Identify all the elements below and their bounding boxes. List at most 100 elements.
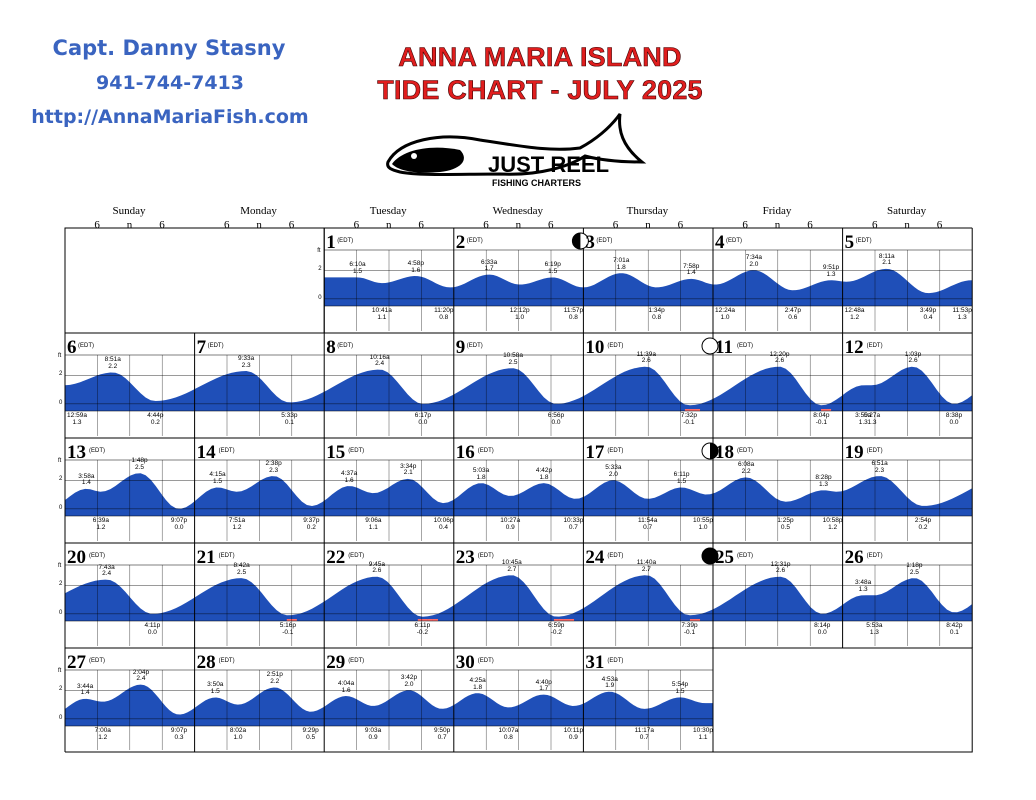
low-tide-label: 2:47p 0.6 [773,307,813,321]
website-link[interactable]: http://AnnaMariaFish.com [31,106,309,128]
hour-tick-label: 6 [94,219,100,231]
day-number: 31 [585,652,605,673]
hour-tick-label: n [645,219,651,231]
low-tide-label: 2:54p 0.2 [903,517,943,531]
tide-height: 1.5 [352,267,363,275]
weekday-label: Sunday [112,205,146,217]
tide-time: 9:29p [302,727,319,734]
tide-time: 4:37a [340,470,358,477]
empty-cell [64,227,325,334]
day-number: 4 [715,232,725,253]
low-tide-label: 6:39a 1.2 [81,517,121,531]
day-number: 29 [326,652,346,673]
tide-time: 11:53p [952,307,972,314]
tide-height: -0.2 [550,628,562,636]
day-number: 3 [585,232,595,253]
tide-time: 10:33p [563,517,584,524]
day-number: 28 [196,652,216,673]
tide-height: 1.8 [473,683,483,691]
tide-height: 2.5 [508,358,518,366]
tide-time: 6:59p [548,622,565,629]
tide-height: 1.7 [539,685,549,693]
low-tide-label: 12:24a 1.0 [705,307,745,321]
tide-height: 2.3 [241,361,251,369]
tide-height: 1.1 [377,313,387,321]
tide-time: 6:17p [414,412,432,419]
timezone-label: (EDT) [89,658,105,664]
tide-time: 8:51a [104,356,121,364]
tide-time: 1:34p [648,307,665,314]
tide-time: 4:58p [407,260,424,267]
captain-name: Capt. Danny Stasny [52,36,286,60]
tide-time: 10:58a [503,352,523,360]
tide-time: 9:07p [170,517,188,524]
tide-height: -0.2 [416,628,428,636]
tide-height: 1.3 [858,418,868,426]
tide-time: 9:06a [365,517,382,524]
hour-tick-label: n [385,219,392,231]
tide-time: 8:04p [813,412,830,419]
low-tide-label: 7:32p -0.1 [669,412,709,426]
tide-time: 6:11p [673,471,690,479]
tide-time: 4:40p [535,678,552,686]
tide-time: 9:33a [238,355,255,362]
low-tide-label: 11:53p 1.3 [942,307,982,321]
tide-height: 0.8 [568,313,578,321]
moon-shadow [572,233,581,249]
tide-time: 6:08a [737,461,755,469]
tide-height: 0.4 [439,523,449,531]
low-tide-label: 10:11p 0.9 [553,727,593,741]
tide-height: 1.0 [720,313,730,321]
tide-time: 6:33a [481,258,498,266]
low-tide-label: 7:51a 1.2 [217,517,257,531]
tide-time: 7:32p [680,412,698,419]
tide-time: 5:54p [671,681,689,689]
high-tide-label: 8:11a 2.1 [867,253,907,267]
tide-height: 0.7 [568,523,578,531]
timezone-label: (EDT) [607,553,624,559]
timezone-label: (EDT) [477,658,494,664]
high-tide-label: 12:31p 2.6 [761,561,801,575]
tide-time: 1:25p [777,517,794,524]
tide-time: 2:04p [132,668,150,676]
tide-time: 8:42a [233,562,250,570]
weekday-label: Wednesday [492,205,544,217]
low-tide-label: 9:07p 0.3 [159,727,199,741]
tide-height: 1.8 [476,473,486,481]
hour-tick-label: 6 [353,219,360,231]
timezone-label: (EDT) [866,343,883,349]
tide-time: 11:57p [563,307,584,314]
hour-tick-label: n [515,219,522,231]
tide-time: 10:41a [371,307,392,314]
y-tick-label: 2 [59,371,63,378]
high-tide-label: 8:51a 2.2 [93,357,133,370]
tide-height: 1.0 [515,313,525,321]
low-tide-label: 6:17p 0.0 [403,412,443,426]
low-tide-label: 5:53a 1.3 [854,622,894,636]
timezone-label: (EDT) [607,343,624,349]
weekday-label: Saturday [887,205,927,217]
tide-time: 9:45a [368,560,385,568]
low-tide-label: 11:17a 0.7 [624,727,664,741]
tide-height: 1.8 [539,473,549,481]
high-tide-label: 10:45a 2.7 [492,560,532,573]
tide-height: 0.7 [437,733,447,741]
high-tide-label: 4:58p 1.6 [396,260,436,274]
y-axis-unit: ft [58,668,62,674]
tide-height: 0.7 [643,523,653,531]
day-number: 13 [67,442,86,463]
timezone-label: (EDT) [89,553,105,559]
tide-time: 5:33a [605,464,622,472]
tide-height: 0.8 [439,313,449,321]
high-tide-label: 6:19p 1.5 [533,262,573,275]
timezone-label: (EDT) [477,448,494,454]
hour-tick-label: 6 [288,219,295,231]
high-tide-label: 5:54p 1.5 [660,682,700,695]
low-tide-label: 11:54a 0.7 [628,517,668,531]
tide-time: 7:01a [613,257,630,265]
tide-time: 9:37p [303,517,320,524]
high-tide-label: 4:40p 1.7 [524,678,564,693]
low-tide-label: 9:29p 0.5 [291,727,331,741]
tide-time: 2:51p [266,671,283,679]
low-tide-label: 10:07a 0.8 [488,727,528,741]
